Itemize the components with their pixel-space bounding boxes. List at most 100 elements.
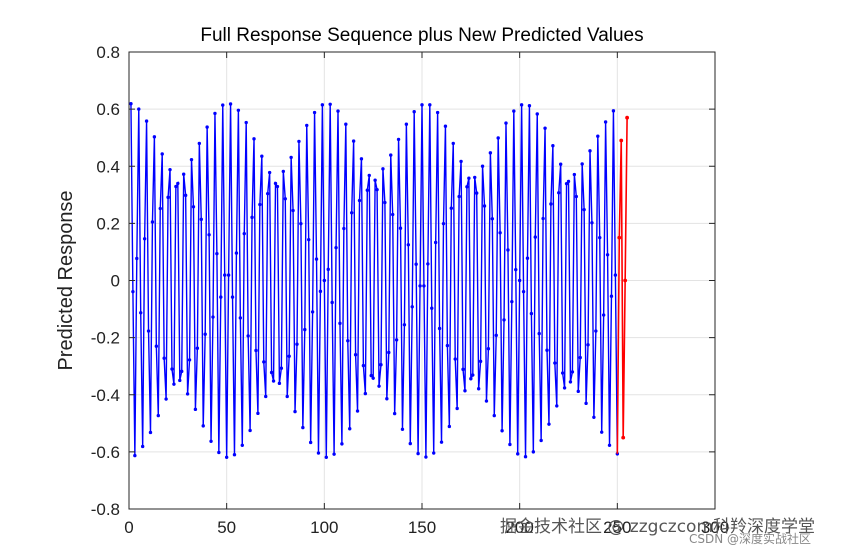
response-series-point <box>273 181 278 186</box>
response-series-point <box>203 332 207 336</box>
response-series-point <box>172 382 176 386</box>
response-series-point <box>260 154 264 158</box>
response-series-point <box>541 216 545 221</box>
response-series-point <box>133 453 137 458</box>
response-series-point <box>453 357 457 361</box>
response-series-point <box>502 318 506 322</box>
response-series-point <box>498 231 502 235</box>
predicted-series-point <box>621 435 626 440</box>
response-series-point <box>490 217 495 221</box>
response-series-point <box>410 305 414 309</box>
y-tick-label: 0 <box>111 272 120 291</box>
response-series-point <box>461 367 465 372</box>
response-series-point <box>613 273 618 277</box>
response-series-point <box>219 295 223 299</box>
response-series-point <box>471 373 475 377</box>
response-series-point <box>193 407 198 412</box>
response-series-point <box>326 267 330 272</box>
response-series-point <box>584 401 588 406</box>
response-series-point <box>371 376 375 380</box>
response-series-point <box>234 251 239 255</box>
series-group <box>129 102 629 459</box>
response-series-point <box>551 143 555 148</box>
response-series-point <box>404 122 409 126</box>
response-series-point <box>400 427 405 432</box>
response-series-point <box>494 333 498 338</box>
response-series-point <box>500 429 504 433</box>
response-series-point <box>594 329 598 333</box>
response-series-point <box>510 299 514 304</box>
y-tick-label: 0.2 <box>96 214 120 233</box>
response-series-point <box>349 211 354 215</box>
response-series-point <box>344 122 348 126</box>
response-series-point <box>562 386 567 390</box>
response-series-point <box>533 235 537 239</box>
response-series-point <box>301 425 305 430</box>
response-series-point <box>447 424 452 429</box>
predicted-series-line <box>616 117 628 454</box>
response-series-point <box>248 428 252 433</box>
response-series-point <box>422 284 426 288</box>
response-series-point <box>303 327 307 332</box>
response-series-point <box>168 167 172 172</box>
x-tick-label: 50 <box>217 518 236 537</box>
response-series-point <box>176 181 180 186</box>
response-series-point <box>576 389 580 394</box>
response-series-point <box>512 109 516 113</box>
response-series-point <box>496 136 500 140</box>
response-series-point <box>256 411 260 416</box>
response-series-point <box>474 191 479 195</box>
response-series-point <box>297 139 301 144</box>
response-series-point <box>139 311 143 315</box>
response-series-point <box>322 278 327 283</box>
response-series-point <box>492 413 496 418</box>
y-tick-label: -0.2 <box>91 329 120 348</box>
response-series-point <box>435 110 440 115</box>
response-series-point <box>129 102 133 106</box>
x-tick-label: 0 <box>124 518 133 537</box>
response-series-point <box>199 217 203 222</box>
response-series-point <box>465 185 469 189</box>
response-series-point <box>373 178 377 182</box>
response-series-point <box>547 422 551 426</box>
response-series-point <box>226 273 231 277</box>
response-series-point <box>209 439 213 444</box>
response-series-point <box>391 212 395 217</box>
response-series-point <box>336 109 340 113</box>
y-tick-label: 0.6 <box>96 100 120 119</box>
response-series-point <box>154 344 159 348</box>
response-series-point <box>555 404 559 408</box>
response-series-point <box>568 380 573 384</box>
response-series-point <box>183 193 188 198</box>
response-series-point <box>246 334 250 338</box>
response-series-point <box>398 226 403 230</box>
response-series-point <box>557 191 561 195</box>
response-series-point <box>609 294 614 298</box>
response-series-point <box>265 191 270 196</box>
response-series-point <box>437 326 442 331</box>
response-series-point <box>570 370 575 374</box>
response-series-point <box>142 237 147 241</box>
response-series-point <box>560 371 565 375</box>
response-series-point <box>527 104 532 108</box>
response-series-point <box>586 343 590 347</box>
response-series-point <box>539 438 543 443</box>
response-series-point <box>160 152 164 156</box>
response-series-point <box>441 221 446 226</box>
watermark-text: 掘金技术社区 @ zzgczcom科羚深度学堂 <box>500 517 816 537</box>
response-series-point <box>412 110 416 114</box>
response-series-point <box>545 348 549 352</box>
y-tick-label: 0.8 <box>96 43 120 62</box>
response-series-point <box>228 102 233 106</box>
response-series-point <box>484 399 489 403</box>
chart-title: Full Response Sequence plus New Predicte… <box>200 25 643 46</box>
x-tick-label: 200 <box>505 518 533 537</box>
response-series-point <box>307 237 311 242</box>
response-series-point <box>262 360 266 364</box>
response-series-point <box>519 103 524 107</box>
response-series-point <box>598 235 602 240</box>
response-series-point <box>285 394 289 399</box>
response-series-point <box>187 358 192 362</box>
response-series-point <box>250 215 254 220</box>
